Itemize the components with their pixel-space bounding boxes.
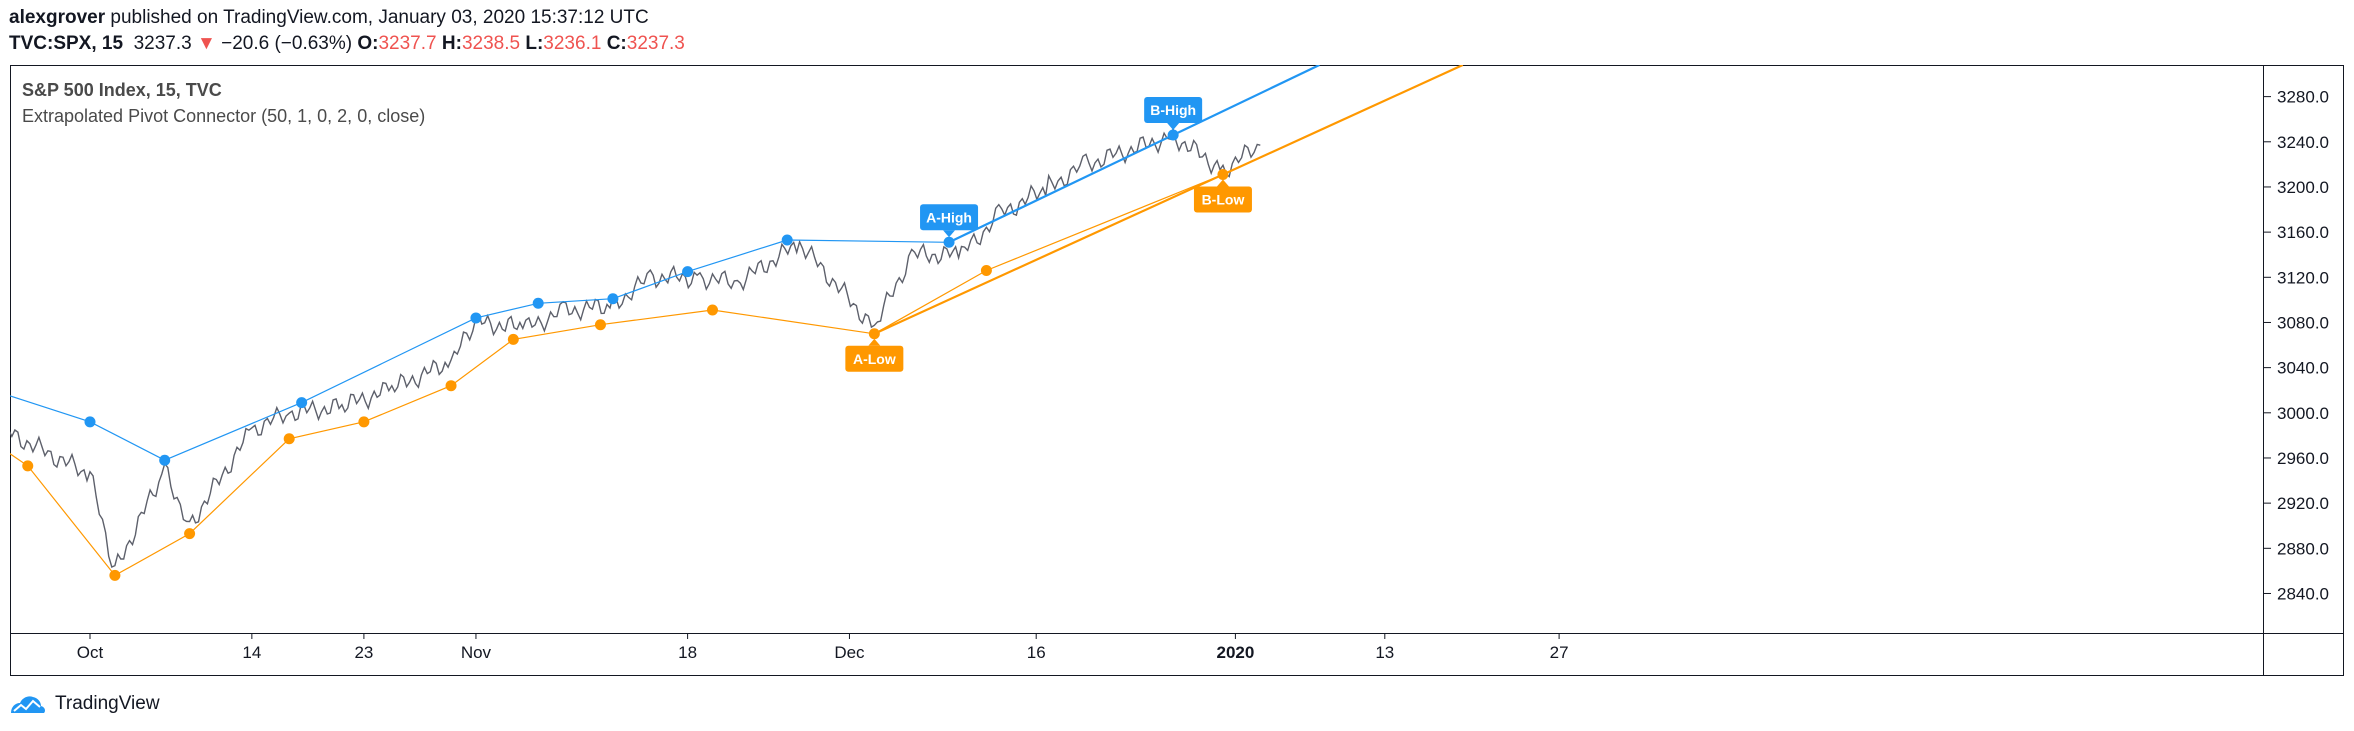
y-tick-label: 2840.0 [2277, 584, 2329, 603]
triangle-down-icon: ▼ [197, 33, 216, 54]
published-text: published on TradingView.com, January 03… [110, 7, 649, 28]
symbol-line: TVC:SPX, 15 3237.3 ▼ −20.6 (−0.63%) O:32… [9, 32, 685, 56]
y-tick-label: 2920.0 [2277, 494, 2329, 513]
high-label: H: [441, 33, 462, 54]
pivot-high-marker [159, 454, 171, 466]
indicator-legend[interactable]: Extrapolated Pivot Connector (50, 1, 0, … [22, 106, 426, 126]
low-value: 3236.1 [543, 33, 602, 54]
y-tick-label: 3040.0 [2277, 359, 2329, 378]
pivot-lines [10, 134, 1224, 577]
high-extrapolation-line [948, 65, 1320, 244]
chart-border [10, 65, 2344, 676]
price-series [10, 125, 1261, 568]
pivot-label-text: B-High [1150, 102, 1196, 118]
pivot-low-marker [1217, 169, 1229, 181]
pivot-labels: A-High B-High A-Low B-Low [845, 97, 1252, 372]
y-tick-label: 3080.0 [2277, 313, 2329, 332]
x-tick-label: 13 [1375, 643, 1394, 662]
y-tick-label: 3240.0 [2277, 133, 2329, 152]
pivot-markers [22, 129, 1229, 581]
pivot-low-marker [507, 333, 519, 345]
pivot-low-marker [445, 380, 457, 392]
y-tick-label: 3280.0 [2277, 88, 2329, 107]
price-chart[interactable]: A-High B-High A-Low B-Low 3280.0 3240.0 3200.… [10, 65, 2344, 676]
publish-line: alexgrover published on TradingView.com,… [9, 6, 649, 30]
symbol-label: TVC:SPX, 15 [9, 33, 124, 54]
y-tick-label: 3120.0 [2277, 268, 2329, 287]
pivot-high-marker [84, 416, 96, 428]
y-tick-label: 2880.0 [2277, 539, 2329, 558]
pivot-low-marker [868, 328, 880, 340]
footer-branding: TradingView [9, 690, 160, 718]
open-value: 3237.7 [378, 33, 437, 54]
chart-symbol-legend[interactable]: S&P 500 Index, 15, TVC [22, 80, 222, 100]
price-axis[interactable]: 3280.0 3240.0 3200.0 3160.0 3120.0 3080.0 3040… [2263, 88, 2329, 604]
x-tick-label: Dec [834, 643, 865, 662]
low-label: L: [525, 33, 544, 54]
pivot-high-marker [470, 312, 482, 324]
low-extrapolation-line [873, 65, 1464, 335]
pivot-high-marker [532, 297, 544, 309]
price-change: −20.6 (−0.63%) [221, 33, 353, 54]
y-tick-label: 3000.0 [2277, 404, 2329, 423]
pivot-label-b-high: B-High [1144, 97, 1203, 131]
x-tick-label: 14 [242, 643, 261, 662]
brand-name: TradingView [55, 693, 160, 714]
pivot-high-marker [1167, 129, 1179, 141]
pivot-label-text: A-Low [853, 351, 896, 367]
pivot-high-marker [296, 397, 308, 409]
x-tick-label: Oct [77, 643, 104, 662]
price-line [10, 125, 1261, 568]
y-tick-label: 3160.0 [2277, 223, 2329, 242]
pivot-high-marker [943, 236, 955, 248]
pivot-label-text: A-High [926, 209, 972, 225]
time-axis[interactable]: Oct 14 23 Nov 18 Dec 16 2020 13 27 [77, 633, 1569, 662]
x-tick-label: 2020 [1216, 643, 1254, 662]
high-value: 3238.5 [461, 33, 521, 54]
pivot-low-marker [283, 433, 295, 445]
y-tick-label: 3200.0 [2277, 178, 2329, 197]
pivot-label-text: B-Low [1202, 192, 1245, 208]
x-tick-label: 16 [1027, 643, 1046, 662]
open-label: O: [357, 33, 379, 54]
pivot-low-marker [707, 304, 718, 316]
close-label: C: [606, 33, 627, 54]
pivot-low-marker [980, 265, 992, 277]
pivot-low-marker [594, 319, 606, 331]
close-value: 3237.3 [626, 33, 685, 54]
pivot-high-marker [682, 266, 694, 278]
y-tick-label: 2960.0 [2277, 449, 2329, 468]
pivot-high-marker [607, 293, 619, 305]
pivot-high-marker [781, 234, 793, 246]
last-price: 3237.3 [133, 33, 192, 54]
x-tick-label: 18 [678, 643, 697, 662]
pivot-low-marker [184, 528, 196, 540]
author-name[interactable]: alexgrover [9, 7, 106, 28]
pivot-label-a-high: A-High [920, 204, 979, 238]
pivot-high-line [10, 134, 1174, 461]
pivot-low-marker [109, 569, 121, 581]
pivot-low-marker [358, 416, 370, 428]
x-tick-label: 27 [1550, 643, 1569, 662]
tradingview-cloud-icon [11, 696, 45, 713]
pivot-label-a-low: A-Low [845, 338, 904, 372]
x-tick-label: Nov [461, 643, 492, 662]
pivot-low-marker [22, 460, 34, 472]
x-tick-label: 23 [354, 643, 373, 662]
extrapolation-lines [873, 65, 1464, 335]
pivot-label-b-low: B-Low [1193, 179, 1252, 213]
